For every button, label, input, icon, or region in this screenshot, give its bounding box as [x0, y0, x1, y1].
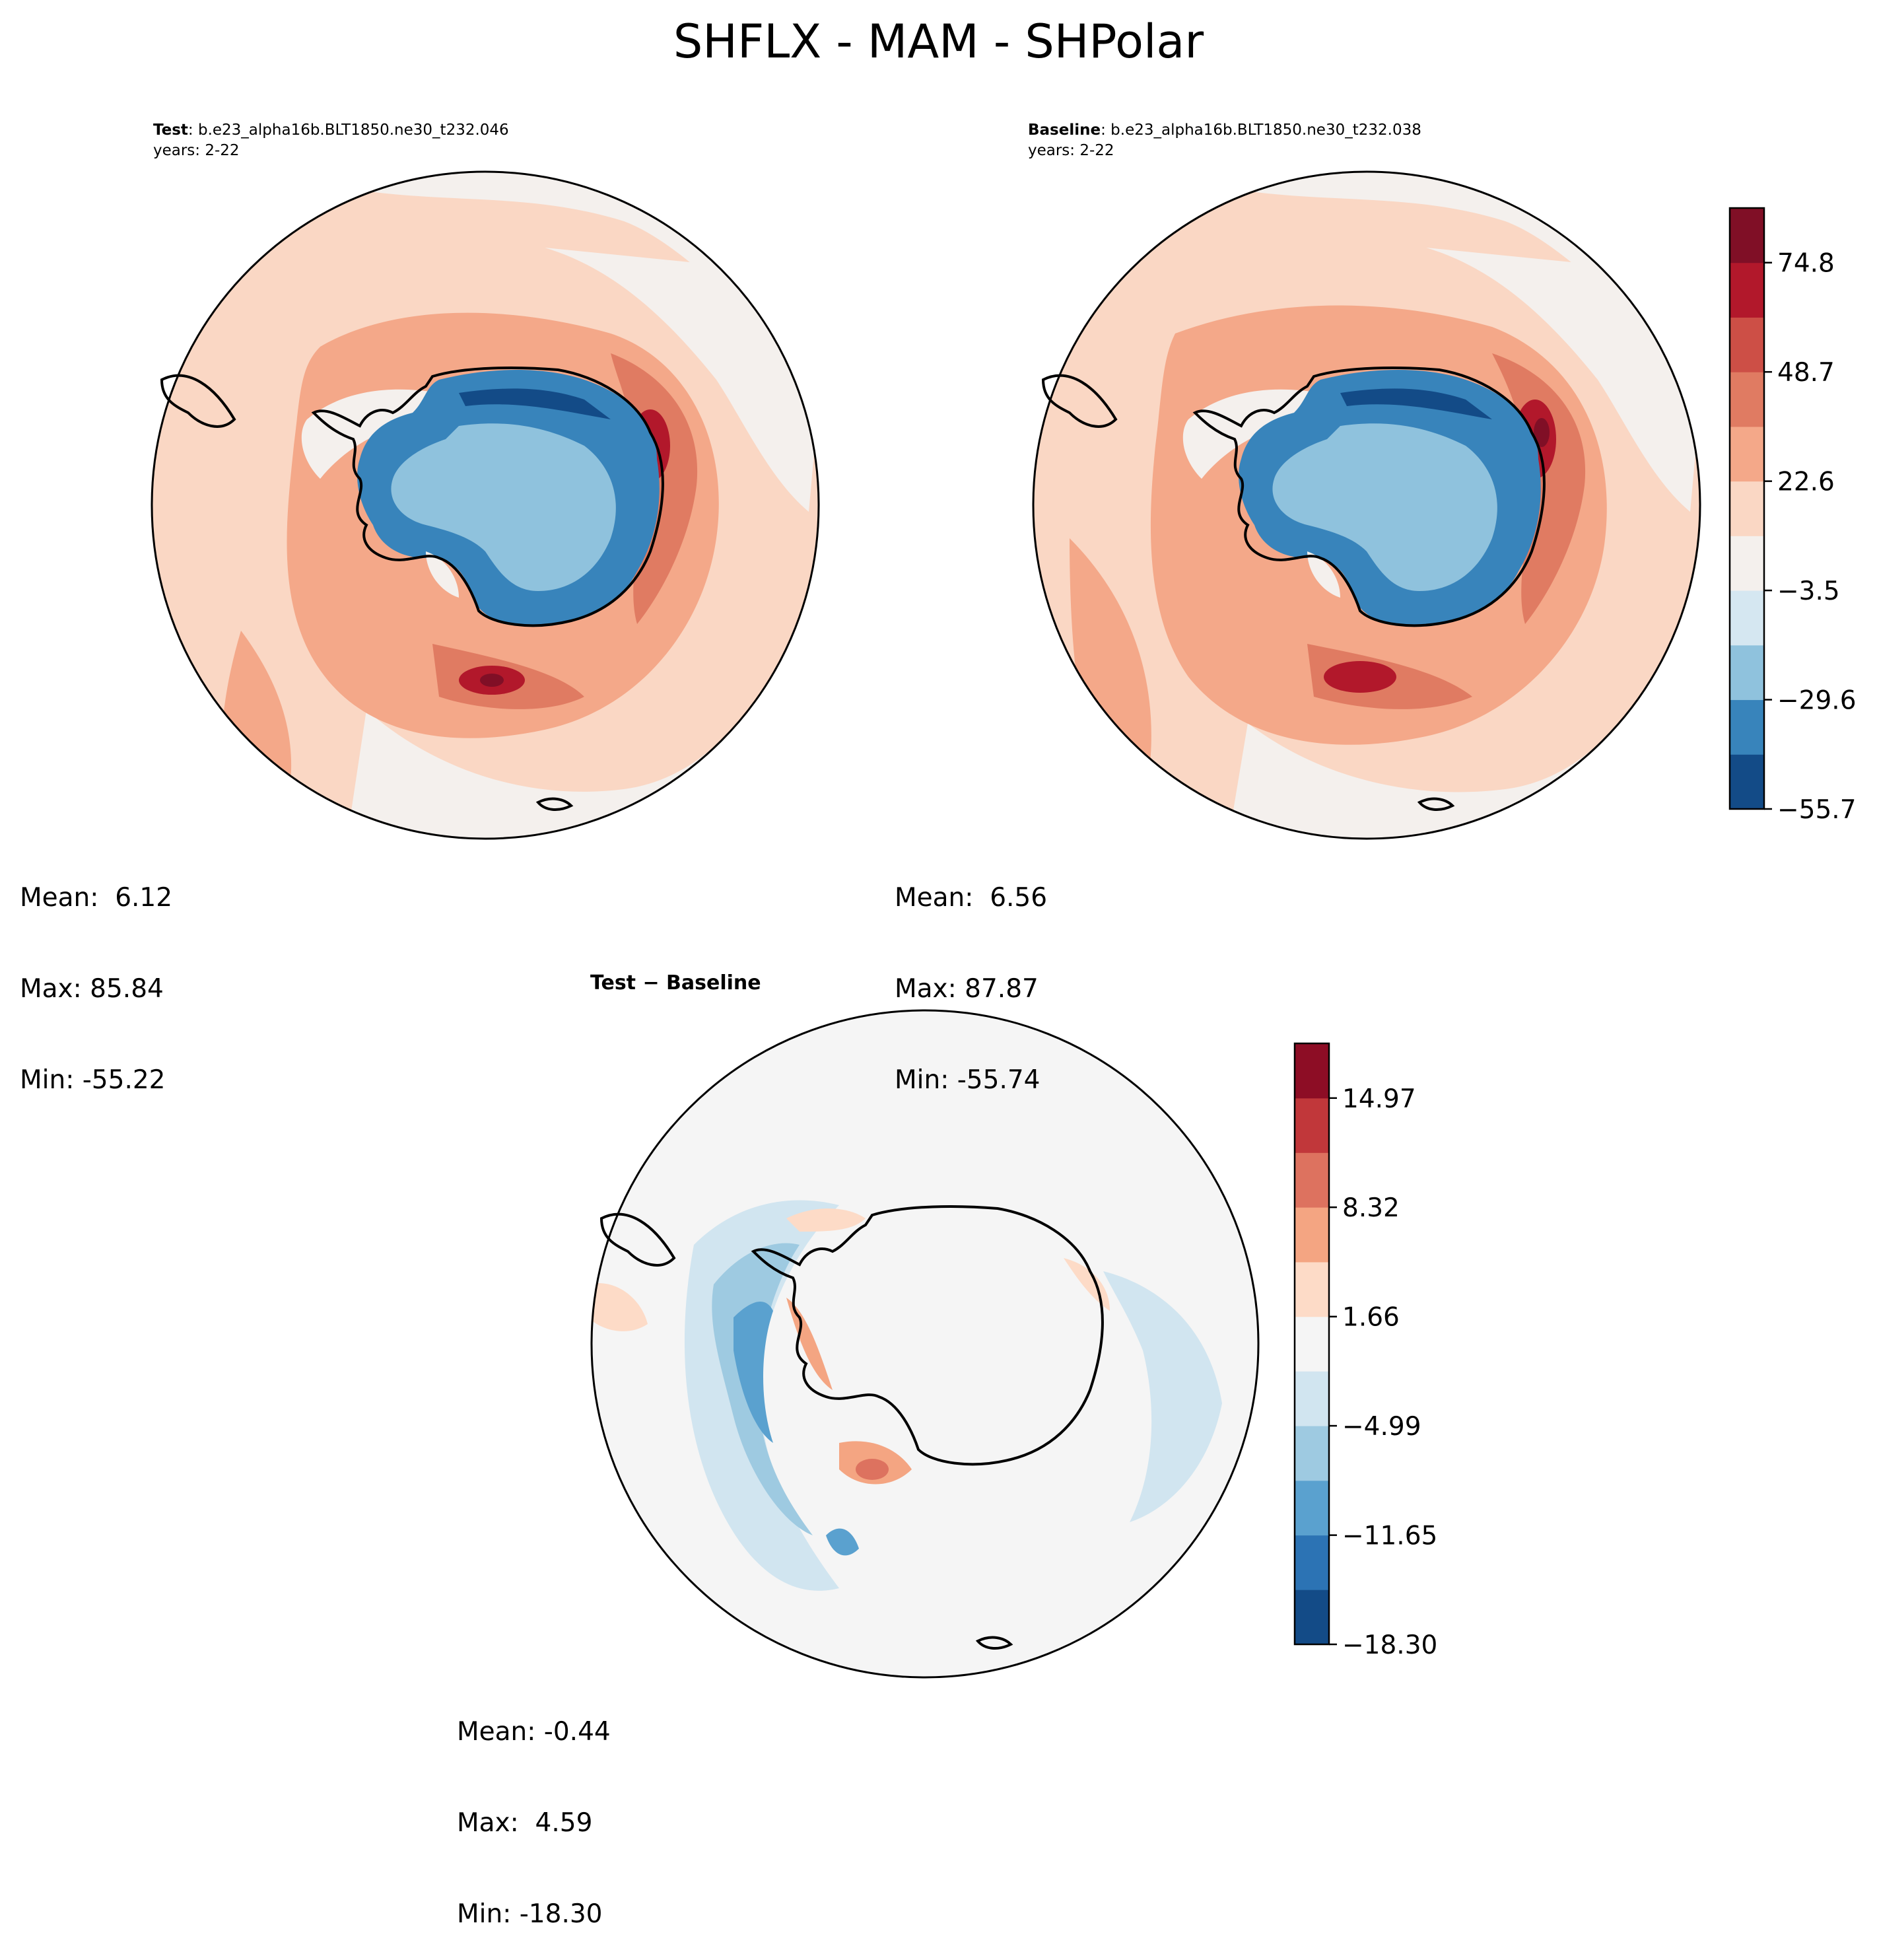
baseline-years: years: 2-22	[1028, 142, 1114, 159]
antarctica-coastline	[1192, 367, 1546, 627]
difference-polar-map	[590, 1009, 1260, 1679]
diff-colorbar-tick-label: −11.65	[1342, 1522, 1437, 1551]
map-boundary	[151, 170, 820, 840]
main-colorbar: −55.7 −29.6 −3.5 22.6 48.7 74.8	[1728, 207, 1857, 825]
south-america-coastline	[599, 1212, 676, 1267]
weak-flux-region	[545, 248, 819, 512]
main-colorbar-tick-label: 74.8	[1777, 249, 1835, 279]
main-colorbar-segment	[1730, 372, 1764, 427]
diff-colorbar: −18.30 −11.65 −4.99 1.66 8.32 14.97	[1293, 1042, 1437, 1660]
test-years: years: 2-22	[153, 142, 240, 159]
diff-colorbar-segment	[1295, 1480, 1329, 1536]
main-colorbar-tick-label: −29.6	[1777, 686, 1857, 716]
main-colorbar-segment	[1730, 590, 1764, 646]
baseline-case-name: : b.e23_alpha16b.BLT1850.ne30_t232.038	[1101, 122, 1421, 139]
baseline-mean: Mean: 6.56	[895, 883, 1048, 913]
interior-flux	[1272, 423, 1497, 591]
baseline-panel-title: Baseline: b.e23_alpha16b.BLT1850.ne30_t2…	[1028, 120, 1421, 141]
test-panel-title: Test: b.e23_alpha16b.BLT1850.ne30_t232.0…	[153, 120, 509, 141]
main-colorbar-segment	[1730, 536, 1764, 591]
positive-diff-patch	[1064, 1258, 1110, 1311]
baseline-label: Baseline	[1028, 122, 1101, 139]
peak-flux-spot	[1324, 661, 1396, 693]
ice-shelf-region	[426, 551, 459, 598]
diff-colorbar-segment	[1295, 1098, 1329, 1153]
positive-diff-patch	[592, 1283, 648, 1331]
diff-min: Min: -18.30	[457, 1899, 603, 1929]
main-colorbar-tick-label: 48.7	[1777, 358, 1835, 388]
diff-colorbar-segment	[1295, 1043, 1329, 1099]
max-flux-spot	[1534, 418, 1550, 447]
baseline-polar-map	[1032, 170, 1701, 840]
main-colorbar-frame	[1728, 207, 1765, 810]
diff-panel-title: Test − Baseline	[590, 971, 761, 995]
diff-colorbar-tick-label: 1.66	[1342, 1303, 1400, 1333]
diff-colorbar-tick-label: −4.99	[1342, 1412, 1421, 1442]
south-america-coastline	[160, 374, 236, 428]
main-colorbar-segment	[1730, 208, 1764, 263]
test-label: Test	[153, 122, 188, 139]
interior-flux	[391, 423, 616, 591]
new-zealand-coastline	[535, 797, 574, 811]
main-colorbar-segment	[1730, 426, 1764, 482]
weak-flux-region	[1426, 248, 1700, 512]
new-zealand-coastline	[1417, 797, 1455, 811]
diff-stats: Mean: -0.44 Max: 4.59 Min: -18.30	[457, 1656, 611, 1960]
diff-colorbar-tick-label: 14.97	[1342, 1084, 1416, 1114]
test-stats: Mean: 6.12 Max: 85.84 Min: -55.22	[20, 822, 172, 1126]
diff-colorbar-segment	[1295, 1590, 1329, 1645]
main-colorbar-segment	[1730, 645, 1764, 701]
baseline-max: Max: 87.87	[895, 974, 1039, 1004]
strong-negative-diff	[734, 1302, 773, 1443]
figure-title: SHFLX - MAM - SHPolar	[673, 15, 1204, 69]
main-colorbar-segment	[1730, 262, 1764, 318]
main-colorbar-segment	[1730, 699, 1764, 755]
baseline-min: Min: -55.74	[895, 1065, 1041, 1095]
diff-colorbar-segment	[1295, 1426, 1329, 1481]
negative-diff-spot	[826, 1528, 859, 1556]
max-flux-spot	[480, 674, 504, 687]
test-mean: Mean: 6.12	[20, 883, 173, 913]
main-colorbar-tick-label: −3.5	[1777, 577, 1840, 606]
south-america-coastline	[1041, 374, 1118, 428]
positive-diff-band	[786, 1208, 866, 1232]
main-colorbar-segment	[1730, 754, 1764, 810]
map-boundary	[1032, 170, 1701, 840]
negative-diff-band	[1103, 1271, 1222, 1522]
min-flux-region	[459, 388, 611, 419]
min-flux-region	[1340, 388, 1492, 419]
diff-colorbar-tick-label: −18.30	[1342, 1630, 1437, 1660]
diff-colorbar-segment	[1295, 1371, 1329, 1426]
map-boundary	[590, 1009, 1260, 1679]
positive-diff-band	[786, 1298, 833, 1390]
main-colorbar-tick-label: 22.6	[1777, 468, 1835, 497]
ice-shelf-region	[1307, 551, 1340, 598]
test-min: Min: -55.22	[20, 1065, 166, 1095]
peninsula-region	[1182, 389, 1320, 479]
diff-colorbar-frame	[1293, 1042, 1330, 1646]
test-polar-map	[151, 170, 820, 840]
diff-colorbar-tick-label: 8.32	[1342, 1193, 1400, 1223]
main-colorbar-segment	[1730, 317, 1764, 372]
antarctica-coastline	[311, 367, 664, 627]
diff-colorbar-segment	[1295, 1261, 1329, 1317]
peninsula-region	[301, 389, 439, 479]
main-colorbar-segment	[1730, 481, 1764, 536]
diff-colorbar-segment	[1295, 1316, 1329, 1372]
test-max: Max: 85.84	[20, 974, 164, 1004]
diff-colorbar-segment	[1295, 1207, 1329, 1263]
antarctica-coastline	[751, 1205, 1104, 1466]
diff-max: Max: 4.59	[457, 1808, 593, 1838]
baseline-stats: Mean: 6.56 Max: 87.87 Min: -55.74	[895, 822, 1047, 1126]
new-zealand-coastline	[975, 1636, 1013, 1650]
peak-positive-diff	[856, 1459, 889, 1480]
diff-colorbar-segment	[1295, 1535, 1329, 1590]
diff-colorbar-segment	[1295, 1152, 1329, 1208]
diff-mean: Mean: -0.44	[457, 1717, 611, 1747]
test-case-name: : b.e23_alpha16b.BLT1850.ne30_t232.046	[188, 122, 509, 139]
main-colorbar-tick-label: −55.7	[1777, 795, 1857, 825]
